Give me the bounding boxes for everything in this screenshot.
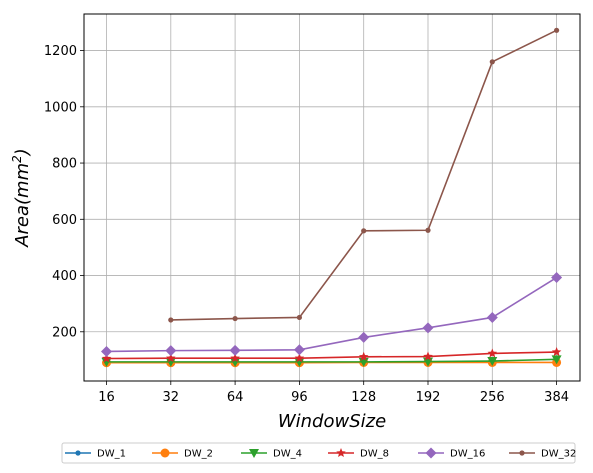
data-point-DW_16	[229, 344, 241, 356]
grid	[84, 14, 580, 381]
legend-label: DW_16	[450, 449, 485, 460]
data-point-DW_32	[489, 59, 495, 65]
x-tick-label: 128	[351, 390, 376, 405]
data-point-DW_16	[486, 311, 498, 323]
legend-label: DW_8	[360, 449, 389, 460]
x-tick-label: 256	[480, 390, 505, 405]
data-point-DW_16	[165, 345, 177, 357]
data-point-DW_8	[358, 351, 369, 361]
legend-marker	[336, 448, 346, 458]
data-point-DW_8	[551, 347, 562, 357]
x-tick-label: 32	[163, 390, 180, 405]
data-point-DW_8	[101, 353, 112, 363]
data-point-DW_4	[294, 357, 305, 367]
data-point-DW_16	[551, 272, 563, 284]
series-DW_4	[101, 355, 562, 367]
legend-marker	[425, 447, 437, 459]
data-point-DW_16	[101, 345, 112, 357]
data-point-DW_4	[101, 357, 112, 367]
legend-marker	[249, 449, 259, 458]
legend-box	[61, 442, 576, 464]
data-point-DW_32	[296, 314, 302, 321]
series-line-DW_4	[106, 358, 557, 363]
data-point-DW_32	[554, 27, 560, 33]
y-tick-label: 800	[52, 157, 77, 172]
data-point-DW_16	[422, 322, 434, 334]
data-point-DW_4	[551, 355, 562, 365]
x-axis-title: WindowSize	[278, 411, 386, 432]
series-DW_32	[168, 27, 560, 323]
y-tick-label: 1200	[44, 44, 77, 59]
data-point-DW_8	[230, 353, 240, 363]
series-DW_16	[101, 272, 563, 357]
y-axis-title: Area(mm2)	[10, 148, 33, 248]
data-point-DW_8	[294, 353, 305, 363]
data-point-DW_4	[165, 357, 176, 367]
y-axis-title-sup: 2	[10, 155, 24, 163]
data-point-DW_32	[168, 317, 174, 323]
x-tick-label: 16	[98, 390, 115, 405]
data-point-DW_4	[487, 357, 498, 367]
y-axis-title-main: Area(mm	[12, 163, 33, 248]
ticks: 16 32 64 96 128 192 256 384 200 400 600 800 1000 1200	[44, 44, 569, 405]
data-point-DW_8	[423, 351, 433, 361]
legend-label: DW_4	[273, 449, 302, 460]
data-point-DW_32	[361, 228, 367, 234]
y-tick-label: 600	[52, 213, 77, 228]
data-point-DW_8	[487, 348, 498, 358]
y-tick-label: 1000	[44, 100, 77, 115]
legend-marker	[75, 450, 81, 456]
data-point-DW_32	[232, 315, 238, 322]
legend-marker	[160, 448, 170, 458]
plot-frame	[83, 13, 581, 382]
legend-label: DW_1	[97, 449, 126, 460]
x-tick-label: 192	[416, 390, 441, 405]
legend: DW_1 DW_2 DW_4 DW_8 DW_16 DW_32	[61, 442, 576, 464]
x-tick-label: 384	[544, 390, 569, 405]
data-point-DW_4	[230, 357, 241, 367]
legend-label: DW_2	[184, 449, 213, 460]
legend-marker	[519, 450, 525, 456]
data-point-DW_16	[293, 344, 305, 356]
y-axis-title-close: )	[12, 148, 33, 157]
legend-label: DW_32	[541, 449, 576, 460]
x-tick-label: 64	[227, 390, 244, 405]
x-tick-label: 96	[291, 390, 308, 405]
data-point-DW_32	[425, 227, 431, 233]
series-DW_8	[101, 347, 562, 363]
data-point-DW_8	[166, 353, 176, 363]
y-tick-label: 400	[52, 269, 77, 284]
data-point-DW_16	[358, 331, 370, 343]
y-tick-label: 200	[52, 325, 77, 340]
series-line-DW_8	[106, 351, 557, 360]
series-layer	[101, 27, 563, 368]
series-line-DW_16	[106, 276, 558, 353]
